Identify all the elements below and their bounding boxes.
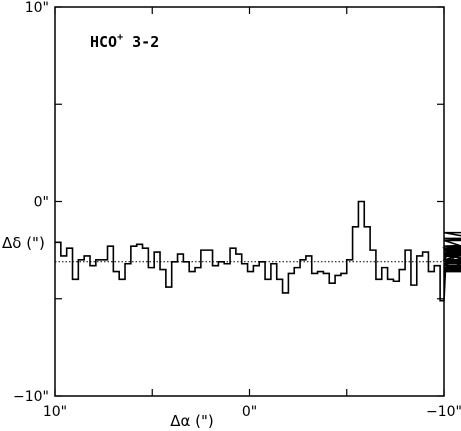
chart-title-superscript: + xyxy=(117,32,123,43)
y-tick-label-4: −10" xyxy=(13,389,49,405)
chart-title-suffix: 3-2 xyxy=(123,33,159,51)
chart-title-main: HCO xyxy=(90,33,117,51)
y-axis-label: Δδ (") xyxy=(2,234,45,252)
chart-title: HCO+ 3-2 xyxy=(90,32,159,51)
tick-labels: 10" 0" −10"10"0"−10" xyxy=(13,0,461,420)
y-tick-label-0: 10" xyxy=(25,0,49,16)
x-axis-label: Δα (") xyxy=(170,412,214,430)
y-tick-label-2: 0" xyxy=(34,195,49,211)
plot-frame xyxy=(54,6,445,397)
tick-marks xyxy=(54,6,445,397)
x-tick-label-0: 10" xyxy=(43,404,67,420)
x-tick-label-4: −10" xyxy=(426,404,461,420)
spectrum-series-line xyxy=(55,200,461,302)
x-tick-label-2: 0" xyxy=(242,404,257,420)
